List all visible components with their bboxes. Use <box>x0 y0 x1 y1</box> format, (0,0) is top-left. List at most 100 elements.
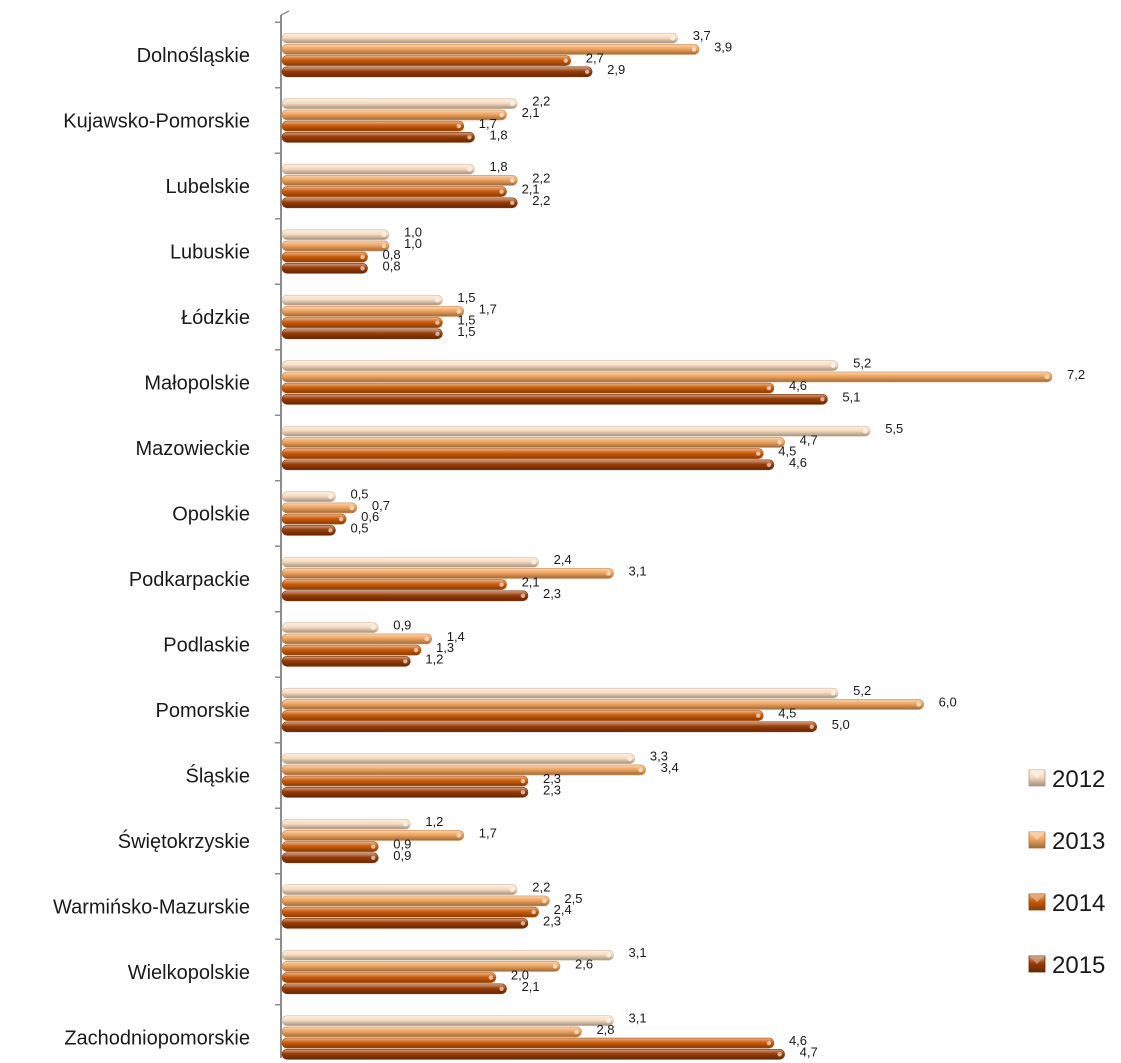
value-label-lodzkie-2015: 1,5 <box>457 324 475 339</box>
bar-end-highlight <box>766 385 772 391</box>
bar-end-highlight <box>467 167 472 172</box>
bar-end-highlight <box>467 135 472 140</box>
value-label-zachodniopomorskie-2013: 2,8 <box>596 1022 614 1037</box>
bar-end-highlight <box>488 975 494 980</box>
bar-end-highlight <box>820 397 825 402</box>
bar-end-highlight <box>520 790 526 795</box>
value-label-dolnoslaskie-2012: 3,7 <box>693 28 711 43</box>
bar-end-highlight <box>435 320 440 325</box>
value-label-opolskie-2015: 0,5 <box>350 520 368 535</box>
value-label-podkarpackie-2014: 2,1 <box>522 575 540 590</box>
value-label-kujawsko-pomorskie-2013: 2,1 <box>522 105 540 120</box>
value-label-wielkopolskie-2015: 2,1 <box>522 979 540 994</box>
value-label-wielkopolskie-2013: 2,6 <box>575 956 593 971</box>
value-label-lubelskie-2014: 2,1 <box>522 182 540 197</box>
bar-lodzkie-2013 <box>281 306 465 317</box>
category-label-swietokrzyskie: Świętokrzyskie <box>118 829 250 853</box>
value-label-zachodniopomorskie-2015: 4,7 <box>800 1044 818 1059</box>
bar-podlaskie-2013 <box>281 633 433 645</box>
bar-podkarpackie-2015 <box>281 590 529 602</box>
bar-warminsko-mazurskie-2012 <box>281 884 518 896</box>
bar-opolskie-2012 <box>281 491 336 503</box>
bar-end-highlight <box>510 178 515 183</box>
bar-end-highlight <box>584 69 590 75</box>
bar-warminsko-mazurskie-2013 <box>281 895 550 907</box>
value-label-pomorskie-2015: 5,0 <box>832 717 850 732</box>
category-labels: Dolnośląskie Kujawsko-Pomorskie Lubelskie L… <box>53 45 250 1050</box>
bar-end-highlight <box>499 112 504 118</box>
value-label-pomorskie-2013: 6,0 <box>939 694 957 709</box>
bar-end-highlight <box>424 636 429 642</box>
value-label-pomorskie-2014: 4,5 <box>778 706 796 721</box>
value-label-mazowieckie-2015: 4,6 <box>789 455 807 470</box>
bar-end-highlight <box>520 593 526 598</box>
category-label-pomorskie: Pomorskie <box>156 700 250 722</box>
bar-lubuskie-2014 <box>281 251 368 263</box>
bar-end-highlight <box>456 123 462 129</box>
category-label-mazowieckie: Mazowieckie <box>136 438 250 460</box>
bar-zachodniopomorskie-2014 <box>281 1037 775 1049</box>
bar-end-highlight <box>360 254 365 260</box>
bar-end-highlight <box>328 528 333 533</box>
category-label-kujawsko-pomorskie: Kujawsko-Pomorskie <box>63 111 250 133</box>
bar-dolnoslaskie-2015 <box>281 66 593 78</box>
bar-end-highlight <box>756 451 761 456</box>
bar-end-highlight <box>413 647 419 653</box>
value-label-podlaskie-2015: 1,2 <box>425 651 443 666</box>
value-label-swietokrzyskie-2015: 0,9 <box>393 848 411 863</box>
bar-slaskie-2015 <box>281 786 529 798</box>
bar-end-highlight <box>435 331 440 336</box>
value-label-slaskie-2012: 3,3 <box>650 749 668 764</box>
bar-end-highlight <box>403 659 408 664</box>
bar-pomorskie-2015 <box>281 721 818 733</box>
value-label-opolskie-2012: 0,5 <box>350 487 368 502</box>
value-label-warminsko-mazurskie-2013: 2,5 <box>564 891 582 906</box>
bar-end-highlight <box>531 560 536 565</box>
value-label-slaskie-2013: 3,4 <box>661 760 679 775</box>
bar-end-highlight <box>809 724 814 729</box>
bar-end-highlight <box>638 767 643 773</box>
bar-slaskie-2012 <box>281 753 636 765</box>
bar-wielkopolskie-2014 <box>281 972 497 983</box>
bar-end-highlight <box>756 713 761 718</box>
bar-end-highlight <box>563 58 568 63</box>
value-label-warminsko-mazurskie-2015: 2,3 <box>543 913 561 928</box>
bar-wielkopolskie-2012 <box>281 949 614 961</box>
bar-zachodniopomorskie-2013 <box>281 1026 582 1038</box>
value-label-lubelskie-2012: 1,8 <box>490 159 508 174</box>
bar-end-highlight <box>381 232 387 237</box>
bar-lubelskie-2015 <box>281 197 518 209</box>
bar-end-highlight <box>766 1040 772 1046</box>
value-label-lubuskie-2012: 1,0 <box>404 225 422 240</box>
bar-end-highlight <box>520 778 526 784</box>
value-label-podlaskie-2012: 0,9 <box>393 618 411 633</box>
value-label-lodzkie-2012: 1,5 <box>457 290 475 305</box>
value-label-podkarpackie-2013: 3,1 <box>629 563 647 578</box>
bar-lubelskie-2014 <box>281 186 507 197</box>
bar-end-highlight <box>606 571 611 576</box>
value-label-warminsko-mazurskie-2012: 2,2 <box>532 880 550 895</box>
bar-end-highlight <box>456 833 462 838</box>
bar-end-highlight <box>435 298 440 303</box>
value-label-lubelskie-2013: 2,2 <box>532 170 550 185</box>
value-label-malopolskie-2014: 4,6 <box>789 378 807 393</box>
bar-mazowieckie-2015 <box>281 459 775 471</box>
bar-pomorskie-2013 <box>281 699 924 710</box>
value-label-wielkopolskie-2012: 3,1 <box>629 945 647 960</box>
bar-kujawsko-pomorskie-2012 <box>281 98 518 109</box>
bar-malopolskie-2013 <box>281 371 1053 383</box>
category-label-lodzkie: Łódzkie <box>181 307 250 329</box>
category-label-malopolskie: Małopolskie <box>144 373 250 395</box>
bar-end-highlight <box>371 855 376 860</box>
bar-lubuskie-2015 <box>281 262 368 274</box>
value-label-swietokrzyskie-2014: 0,9 <box>393 837 411 852</box>
bar-zachodniopomorskie-2012 <box>281 1015 614 1027</box>
bar-malopolskie-2014 <box>281 382 775 394</box>
bar-end-highlight <box>499 986 504 991</box>
bar-end-highlight <box>456 309 462 314</box>
value-label-mazowieckie-2014: 4,5 <box>778 444 796 459</box>
category-label-lubuskie: Lubuskie <box>170 242 250 264</box>
bar-end-highlight <box>766 462 772 467</box>
bar-opolskie-2015 <box>281 524 336 536</box>
